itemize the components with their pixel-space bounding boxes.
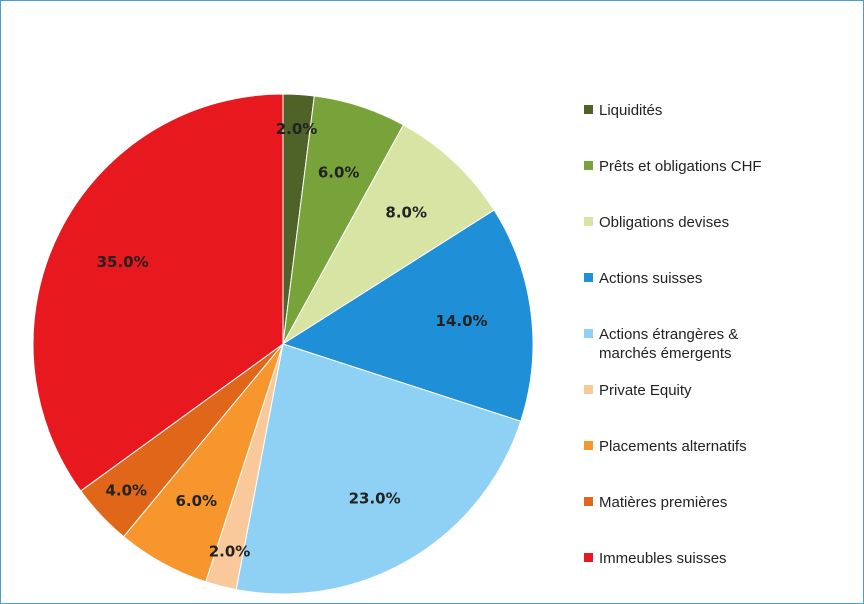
data-label: 6.0% [318,163,360,181]
legend-label: Actions étrangères & marchés émergents [599,326,739,362]
legend-item: Actions étrangères & marchés émergents [584,325,769,363]
legend-label: Prêts et obligations CHF [599,158,762,175]
legend-swatch [584,497,593,506]
legend-label: Actions suisses [599,270,703,287]
legend-swatch [584,329,593,338]
legend-swatch [584,385,593,394]
legend-item: Liquidités [584,101,769,120]
legend-item: Private Equity [584,381,769,400]
legend-label: Placements alternatifs [599,438,747,455]
legend-item: Prêts et obligations CHF [584,157,769,176]
data-label: 2.0% [276,120,318,138]
data-label: 4.0% [105,482,147,500]
legend-label: Obligations devises [599,214,730,231]
legend-swatch [584,161,593,170]
legend-swatch [584,105,593,114]
legend-item: Immeubles suisses [584,549,769,568]
legend-swatch [584,273,593,282]
legend-label: Liquidités [599,102,663,119]
legend-swatch [584,553,593,562]
legend-item: Matières premières [584,493,769,512]
legend-swatch [584,441,593,450]
data-label: 6.0% [175,492,217,510]
data-label: 14.0% [436,312,488,330]
legend-label: Immeubles suisses [599,550,727,567]
legend-item: Obligations devises [584,213,769,232]
pie-slice [281,209,534,422]
legend-item: Actions suisses [584,269,769,288]
data-label: 2.0% [209,543,251,561]
legend-swatch [584,217,593,226]
legend-label: Private Equity [599,382,692,399]
data-label: 35.0% [97,253,149,271]
legend-label: Matières premières [599,494,728,511]
data-label: 8.0% [385,203,427,221]
pie-slice [282,124,495,345]
legend-item: Placements alternatifs [584,437,769,456]
pie-slice [32,93,284,492]
pie-slice [235,343,522,595]
data-label: 23.0% [349,489,401,507]
